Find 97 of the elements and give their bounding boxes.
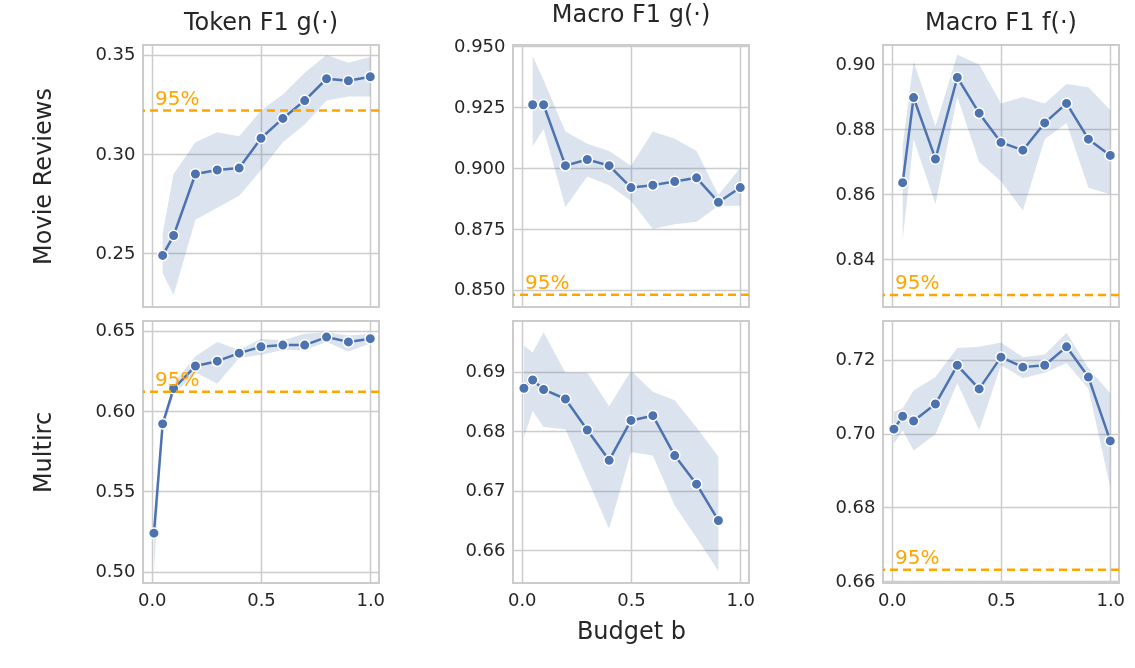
y-tick-label: 0.68	[465, 419, 506, 441]
point	[233, 162, 246, 175]
point	[581, 423, 594, 436]
x-tick-label: 0.5	[247, 588, 276, 610]
point	[929, 398, 942, 411]
y-tick-label: 0.55	[95, 479, 136, 501]
y-tick-label: 0.66	[465, 538, 506, 560]
chart-title: Macro F1 g(·)	[551, 0, 711, 29]
y-tick-label: 0.925	[453, 95, 506, 117]
y-tick-label: 0.86	[835, 182, 876, 204]
point	[603, 454, 616, 467]
point	[1082, 371, 1095, 384]
point	[973, 107, 986, 120]
point	[1016, 144, 1029, 157]
point	[1038, 116, 1051, 129]
point	[646, 409, 659, 422]
point	[581, 153, 594, 166]
y-tick-label: 0.72	[835, 348, 876, 370]
point	[896, 410, 909, 423]
point	[526, 98, 539, 111]
annotation: 95%	[895, 544, 940, 569]
x-tick-label: 0.0	[877, 588, 907, 610]
y-tick-label: 0.84	[835, 247, 876, 269]
y-tick-label: 0.850	[453, 278, 506, 300]
x-tick-label: 0.0	[507, 588, 537, 610]
point	[646, 179, 659, 192]
point	[951, 71, 964, 84]
point	[951, 359, 964, 372]
y-tick-label: 0.60	[95, 399, 136, 421]
point	[995, 136, 1007, 149]
y-tick-label: 0.88	[835, 117, 876, 139]
chart-title: Token F1 g(·)	[182, 8, 339, 36]
point	[233, 347, 246, 360]
y-tick-label: 0.900	[453, 156, 506, 178]
chart-title: Macro F1 f(·)	[925, 8, 1077, 36]
y-tick-label: 0.65	[95, 319, 136, 341]
y-tick-label: 0.50	[95, 560, 136, 582]
point	[1060, 340, 1073, 353]
point	[342, 335, 355, 348]
point	[973, 382, 986, 395]
y-tick-label: 0.90	[835, 52, 876, 74]
point	[1082, 133, 1095, 146]
y-tick-label: 0.69	[465, 360, 506, 382]
point	[625, 414, 637, 427]
point	[211, 164, 224, 177]
x-tick-label: 0.5	[617, 588, 646, 610]
point	[559, 393, 572, 405]
x-tick-label: 0.0	[137, 588, 167, 610]
point	[1016, 361, 1029, 374]
point	[537, 383, 550, 396]
point	[907, 91, 920, 104]
point	[559, 159, 572, 172]
y-tick-label: 0.68	[835, 495, 876, 517]
x-tick-label: 1.0	[356, 588, 386, 610]
x-tick-label: 1.0	[726, 588, 756, 610]
point	[167, 229, 180, 242]
point	[603, 159, 616, 172]
point	[276, 339, 289, 352]
point	[625, 181, 637, 194]
y-axis-title: Movie Reviews	[28, 88, 57, 265]
point	[1060, 97, 1073, 110]
point	[929, 152, 942, 165]
annotation: 95%	[525, 269, 570, 294]
point	[320, 331, 333, 344]
point	[526, 373, 539, 386]
annotation: 95%	[895, 269, 940, 294]
y-tick-label: 0.950	[453, 34, 506, 56]
point	[690, 171, 703, 184]
y-tick-label: 0.25	[95, 241, 136, 263]
point	[276, 112, 289, 125]
x-tick-label: 0.5	[987, 588, 1016, 610]
y-tick-label: 0.30	[95, 142, 136, 164]
y-tick-label: 0.35	[95, 43, 136, 65]
point	[189, 168, 202, 180]
point	[537, 98, 550, 111]
y-tick-label: 0.66	[835, 569, 876, 591]
point	[712, 196, 725, 209]
point	[255, 132, 267, 145]
x-tick-label: 1.0	[1096, 588, 1126, 610]
x-axis-title: Budget b	[576, 616, 687, 645]
point	[156, 249, 169, 262]
point	[668, 449, 681, 462]
point	[255, 340, 267, 353]
point	[1038, 359, 1051, 372]
point	[668, 175, 681, 188]
point	[298, 94, 311, 107]
y-axis-title: Multirc	[28, 411, 57, 494]
annotation: 95%	[155, 85, 200, 110]
point	[690, 478, 703, 491]
point	[995, 351, 1007, 364]
y-tick-label: 0.875	[453, 217, 506, 239]
point	[320, 72, 333, 85]
point	[211, 355, 224, 368]
y-tick-label: 0.70	[835, 422, 876, 444]
point	[342, 74, 355, 87]
point	[907, 415, 920, 427]
y-tick-label: 0.67	[465, 479, 506, 501]
